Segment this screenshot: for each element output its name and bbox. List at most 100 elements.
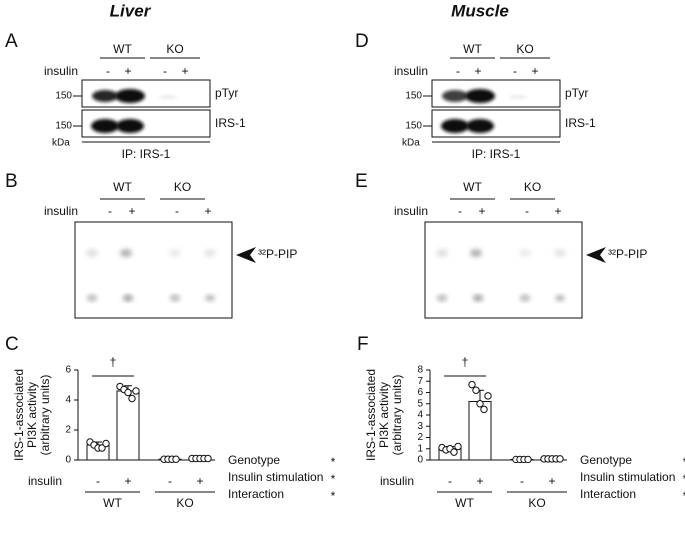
panel-letter: F [357, 334, 369, 355]
insulin-label: insulin [44, 204, 78, 218]
sign: - [520, 474, 524, 488]
band [442, 90, 468, 102]
data-point [454, 442, 462, 451]
panel-letter: A [5, 31, 18, 52]
band [466, 119, 494, 133]
stat-mark: * [683, 472, 685, 486]
y-tick-label: 4 [65, 395, 71, 406]
annotation: † [462, 355, 469, 369]
group-label: WT [113, 42, 132, 56]
sign: - [448, 474, 452, 488]
sign: - [106, 64, 110, 78]
stat-label: Genotype [228, 453, 280, 467]
marker: 150 [405, 121, 422, 132]
sign: + [124, 474, 131, 488]
band [519, 249, 531, 257]
panel-letter: E [355, 171, 368, 192]
group-label: WT [455, 496, 474, 510]
stat-mark: * [683, 489, 685, 503]
band [204, 249, 216, 257]
x-axis-label: insulin [380, 474, 414, 488]
y-tick-label: 5 [417, 398, 423, 409]
sign: + [554, 204, 561, 218]
band [123, 295, 133, 301]
y-axis-label: IRS-1-associated [364, 369, 378, 461]
sign: - [168, 474, 172, 488]
sign: - [456, 64, 460, 78]
y-tick-label: 6 [417, 387, 423, 398]
tlc-plate [74, 221, 233, 319]
sign: + [478, 204, 485, 218]
y-axis-label: PI3K activity [377, 382, 391, 448]
group-label: KO [166, 42, 183, 56]
data-point [468, 380, 476, 389]
data-point [484, 392, 492, 400]
band [473, 295, 483, 301]
sign: + [128, 204, 135, 218]
stat-mark: * [331, 489, 336, 503]
y-tick-label: 7 [417, 376, 423, 387]
band [205, 295, 215, 301]
y-tick-label: 2 [65, 425, 71, 436]
band [92, 90, 118, 102]
band [87, 295, 97, 301]
band [120, 249, 132, 257]
band [169, 249, 181, 257]
y-tick-label: 1 [417, 443, 423, 454]
group-label: KO [174, 180, 191, 194]
bar [468, 401, 492, 461]
band [509, 95, 527, 99]
band [554, 249, 566, 257]
data-point [132, 387, 140, 395]
y-axis-label: IRS-1-associated [12, 369, 26, 461]
band [465, 89, 495, 103]
band-label: IRS-1 [565, 116, 596, 130]
stat-mark: * [331, 472, 336, 486]
stat-label: Interaction [580, 487, 636, 501]
band-label: ³²P-PIP [608, 247, 647, 261]
y-tick-label: 3 [417, 421, 423, 432]
band [170, 295, 180, 301]
panel-title: Liver [110, 1, 152, 20]
bar [116, 390, 140, 461]
ip-label: IP: IRS-1 [122, 147, 171, 161]
band [436, 249, 448, 257]
data-point [476, 400, 484, 408]
sign: - [175, 204, 179, 218]
insulin-label: insulin [44, 64, 78, 78]
unit: kDa [402, 138, 420, 149]
data-point [556, 455, 564, 463]
band [116, 119, 144, 133]
group-label: WT [113, 180, 132, 194]
panel-letter: C [5, 334, 19, 355]
sign: - [513, 64, 517, 78]
insulin-label: insulin [394, 64, 428, 78]
marker: 150 [55, 121, 72, 132]
x-axis-label: insulin [28, 474, 62, 488]
sign: - [458, 204, 462, 218]
data-point [524, 455, 532, 464]
sign: - [525, 204, 529, 218]
sign: + [196, 474, 203, 488]
band-label: pTyr [565, 86, 588, 100]
y-tick-label: 0 [417, 455, 423, 466]
band [115, 89, 145, 103]
data-point [128, 394, 136, 403]
y-axis-label: PI3K activity [25, 382, 39, 448]
sign: - [163, 64, 167, 78]
sign: + [181, 64, 188, 78]
data-point [204, 454, 212, 463]
y-axis-label: (arbitrary units) [38, 375, 52, 456]
marker: 150 [55, 91, 72, 102]
band [441, 119, 469, 133]
y-tick-label: 8 [417, 365, 423, 376]
sign: + [124, 64, 131, 78]
ip-label: IP: IRS-1 [472, 147, 521, 161]
data-point [472, 386, 480, 394]
stat-mark: * [331, 455, 336, 469]
panel-title: Muscle [451, 1, 509, 20]
stat-mark: * [683, 455, 685, 469]
band-label: pTyr [215, 86, 238, 100]
band [470, 249, 482, 257]
